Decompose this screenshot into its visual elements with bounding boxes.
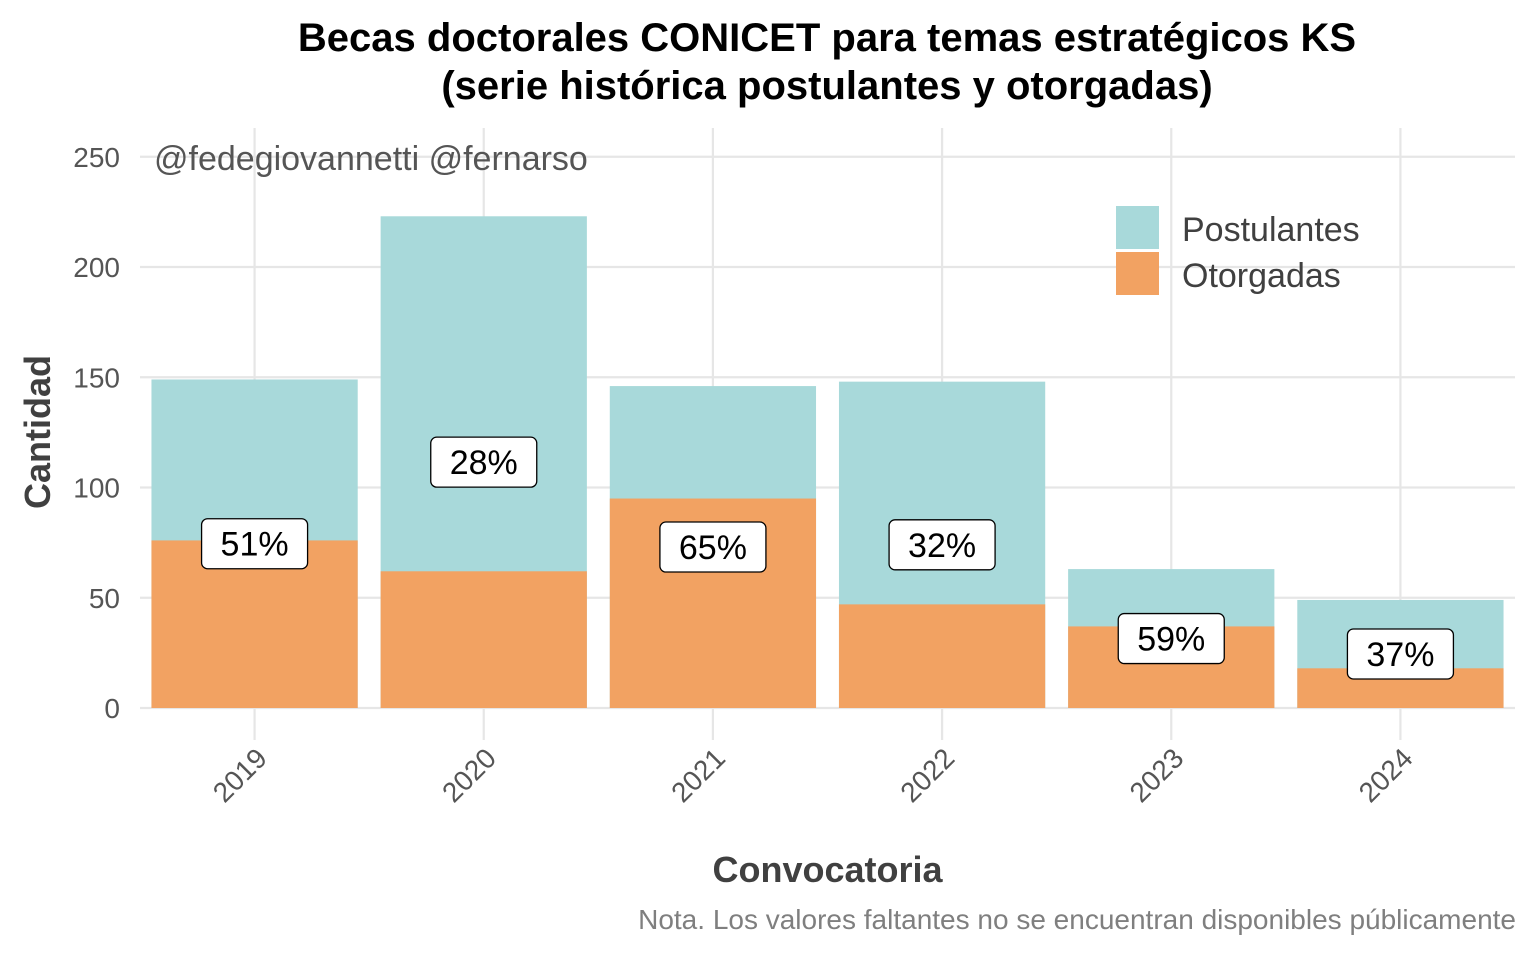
x-tick-label: 2019	[207, 742, 273, 808]
handle-annotation: @fedegiovannetti @fernarso	[154, 140, 588, 178]
data-label-box	[1346, 628, 1455, 680]
bar-otorgadas	[838, 604, 1046, 708]
chart-title-line-2: (serie histórica postulantes y otorgadas…	[441, 64, 1213, 108]
data-label-box	[200, 518, 309, 570]
x-tick-label: 2022	[894, 742, 960, 808]
legend-label-otorgadas: Otorgadas	[1182, 257, 1341, 295]
y-tick-label: 50	[89, 583, 120, 614]
data-label-box	[430, 436, 538, 488]
x-tick-label: 2023	[1124, 742, 1190, 808]
bar-otorgadas	[380, 571, 587, 708]
y-tick-label: 100	[73, 473, 120, 504]
data-label: 32%	[908, 527, 976, 565]
data-label: 65%	[679, 529, 747, 567]
legend-swatch-postulantes	[1116, 206, 1159, 249]
chart-title: Becas doctorales CONICET para temas estr…	[0, 14, 1536, 110]
data-label-box	[659, 521, 767, 573]
data-label-box	[888, 519, 996, 571]
x-axis-title: Convocatoria	[712, 849, 943, 890]
data-label: 51%	[221, 526, 289, 564]
y-axis-title: Cantidad	[17, 355, 58, 509]
footnote: Nota. Los valores faltantes no se encuen…	[638, 904, 1516, 935]
x-tick-label: 2024	[1353, 742, 1419, 808]
legend-label-postulantes: Postulantes	[1182, 211, 1360, 249]
data-label: 28%	[450, 444, 518, 482]
y-tick-label: 150	[73, 362, 120, 393]
y-tick-label: 250	[73, 142, 120, 173]
y-tick-label: 0	[104, 693, 120, 724]
data-label: 59%	[1137, 621, 1205, 659]
data-label-box	[1117, 612, 1225, 665]
x-tick-label: 2021	[665, 742, 731, 808]
data-label: 37%	[1366, 636, 1434, 674]
y-tick-label: 200	[73, 252, 120, 283]
legend-swatch-otorgadas	[1116, 252, 1159, 295]
chart-title-line-1: Becas doctorales CONICET para temas estr…	[297, 16, 1357, 60]
x-tick-label: 2020	[436, 742, 502, 808]
